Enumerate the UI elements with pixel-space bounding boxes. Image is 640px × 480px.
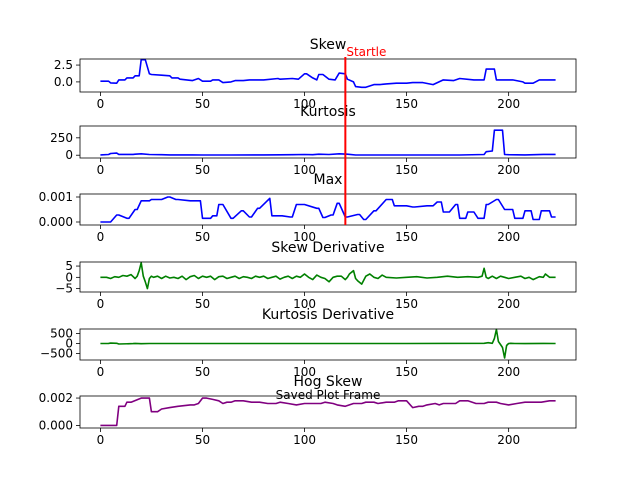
skew-derivative-xtick-label: 50 [195,297,210,311]
skew-axes-frame [79,58,577,93]
max-axes-frame [79,193,577,226]
max-series-line [100,196,556,223]
kurtosis-derivative-xtick-label: 100 [293,365,316,379]
kurtosis-ytick-label: 250 [50,131,73,145]
skew-series-line [100,58,556,89]
max-xtick-label: 200 [497,230,520,244]
skew-xtick-label: 50 [195,97,210,111]
skew-xtick-label: 0 [97,97,105,111]
kurtosis-xtick-label: 150 [395,163,418,177]
kurtosis-derivative-title: Kurtosis Derivative [262,307,394,323]
skew-title: Skew [310,37,347,53]
max-ytick-label: 0.001 [39,190,73,204]
kurtosis-derivative-ytick-label: 500 [50,326,73,340]
hog-skew-series-line [100,397,556,427]
kurtosis-xtick-label: 50 [195,163,210,177]
startle-annotation: Startle [346,45,386,59]
hog-skew-axes-frame [79,395,577,429]
hog-skew-xtick-label: 150 [395,433,418,447]
kurtosis-derivative-axes-frame [79,328,577,361]
max-panel: 0 50 100 150 200 0.001 0.000 Max [39,172,577,244]
hog-skew-xtick-label: 50 [195,433,210,447]
max-xtick-label: 50 [195,230,210,244]
kurtosis-axes-frame [79,125,577,159]
kurtosis-xtick-label: 100 [293,163,316,177]
kurtosis-derivative-xtick-label: 0 [97,365,105,379]
skew-derivative-xtick-label: 200 [497,297,520,311]
max-xtick-label: 0 [97,230,105,244]
kurtosis-derivative-xtick-label: 50 [195,365,210,379]
max-xtick-label: 100 [293,230,316,244]
hog-skew-xtick-label: 200 [497,433,520,447]
kurtosis-ytick-label: 0 [65,148,73,162]
skew-panel: 0 50 100 150 200 2.5 0.0 Skew [54,37,577,111]
figure-caption: Saved Plot Frame [276,388,381,402]
hog-skew-xtick-label: 0 [97,433,105,447]
kurtosis-derivative-series-line [100,328,556,359]
skew-xtick-label: 100 [293,97,316,111]
kurtosis-series-line [100,129,556,156]
skew-ytick-label: 0.0 [54,75,73,89]
hog-skew-ytick-label: 0.002 [39,391,73,405]
skew-xtick-label: 200 [497,97,520,111]
skew-ytick-label: 2.5 [54,58,73,72]
skew-derivative-title: Skew Derivative [271,240,384,256]
hog-skew-title: Hog Skew [294,374,363,390]
skew-derivative-ytick-label: 5 [65,259,73,273]
max-xtick-label: 150 [395,230,418,244]
skew-derivative-ytick-label: −5 [55,282,73,296]
skew-xtick-label: 150 [395,97,418,111]
max-title: Max [314,172,343,188]
skew-derivative-ytick-label: 0 [65,270,73,284]
kurtosis-derivative-xtick-label: 200 [497,365,520,379]
kurtosis-derivative-ytick-label: −500 [40,347,73,361]
skew-derivative-xtick-label: 150 [395,297,418,311]
skew-derivative-xtick-label: 100 [293,297,316,311]
kurtosis-title: Kurtosis [300,104,356,120]
kurtosis-derivative-ytick-label: 0 [65,336,73,350]
kurtosis-xtick-label: 0 [97,163,105,177]
kurtosis-derivative-xtick-label: 150 [395,365,418,379]
kurtosis-panel: 0 50 100 150 200 250 0 Kurtosis [50,104,577,177]
hog-skew-panel: 0 50 100 150 200 0.002 0.000 Hog Skew [39,374,577,447]
max-ytick-label: 0.000 [39,215,73,229]
skew-derivative-series-line [100,261,556,290]
skew-derivative-xtick-label: 0 [97,297,105,311]
kurtosis-xtick-label: 200 [497,163,520,177]
hog-skew-ytick-label: 0.000 [39,418,73,432]
hog-skew-xtick-label: 100 [293,433,316,447]
